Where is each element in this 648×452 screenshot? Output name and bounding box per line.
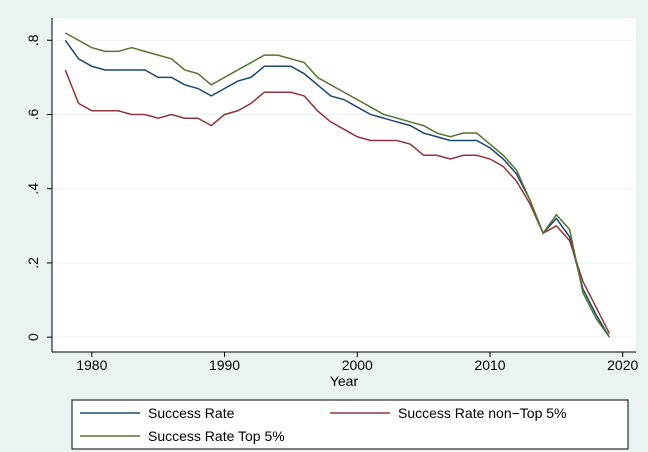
- legend: [71, 399, 629, 450]
- legend-label: Success Rate: [148, 405, 235, 421]
- x-tick-label: 2020: [607, 357, 638, 373]
- y-tick-label: 0: [25, 333, 41, 341]
- line-series: [64, 69, 611, 334]
- y-tick-label: .2: [25, 257, 41, 269]
- x-axis-title: Year: [330, 373, 359, 389]
- x-tick-label: 2000: [342, 357, 373, 373]
- x-tick-label: 1990: [209, 357, 240, 373]
- line-series: [64, 32, 611, 338]
- y-tick-label: .6: [25, 108, 41, 120]
- legend-label: Success Rate non−Top 5%: [398, 405, 567, 421]
- y-tick-label: .8: [25, 34, 41, 46]
- x-tick-label: 2010: [474, 357, 505, 373]
- x-tick-label: 1980: [76, 357, 107, 373]
- line-series: [64, 39, 611, 338]
- legend-label: Success Rate Top 5%: [148, 428, 285, 444]
- plot-area: [52, 18, 636, 352]
- y-tick-label: .4: [25, 183, 41, 195]
